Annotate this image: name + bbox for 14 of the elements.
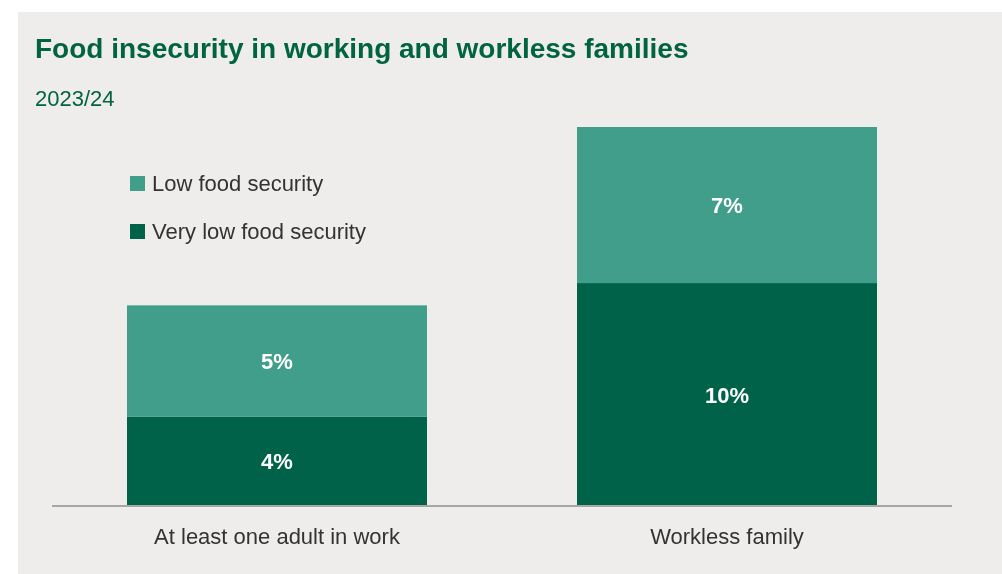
chart-subtitle: 2023/24: [35, 86, 115, 111]
bar: [577, 127, 877, 284]
data-label: 5%: [261, 349, 293, 375]
x-tick-label: At least one adult in work: [154, 524, 401, 550]
data-label: 4%: [261, 449, 293, 475]
bar: [127, 416, 427, 506]
chart-title: Food insecurity in working and workless families: [35, 33, 689, 64]
legend-label: Very low food security: [152, 219, 366, 244]
legend-label: Low food security: [152, 171, 324, 196]
data-label: 7%: [711, 193, 743, 219]
x-tick-label: Workless family: [650, 524, 804, 550]
data-label: 10%: [704, 382, 750, 408]
bar: [577, 283, 877, 506]
bar: [127, 305, 427, 417]
